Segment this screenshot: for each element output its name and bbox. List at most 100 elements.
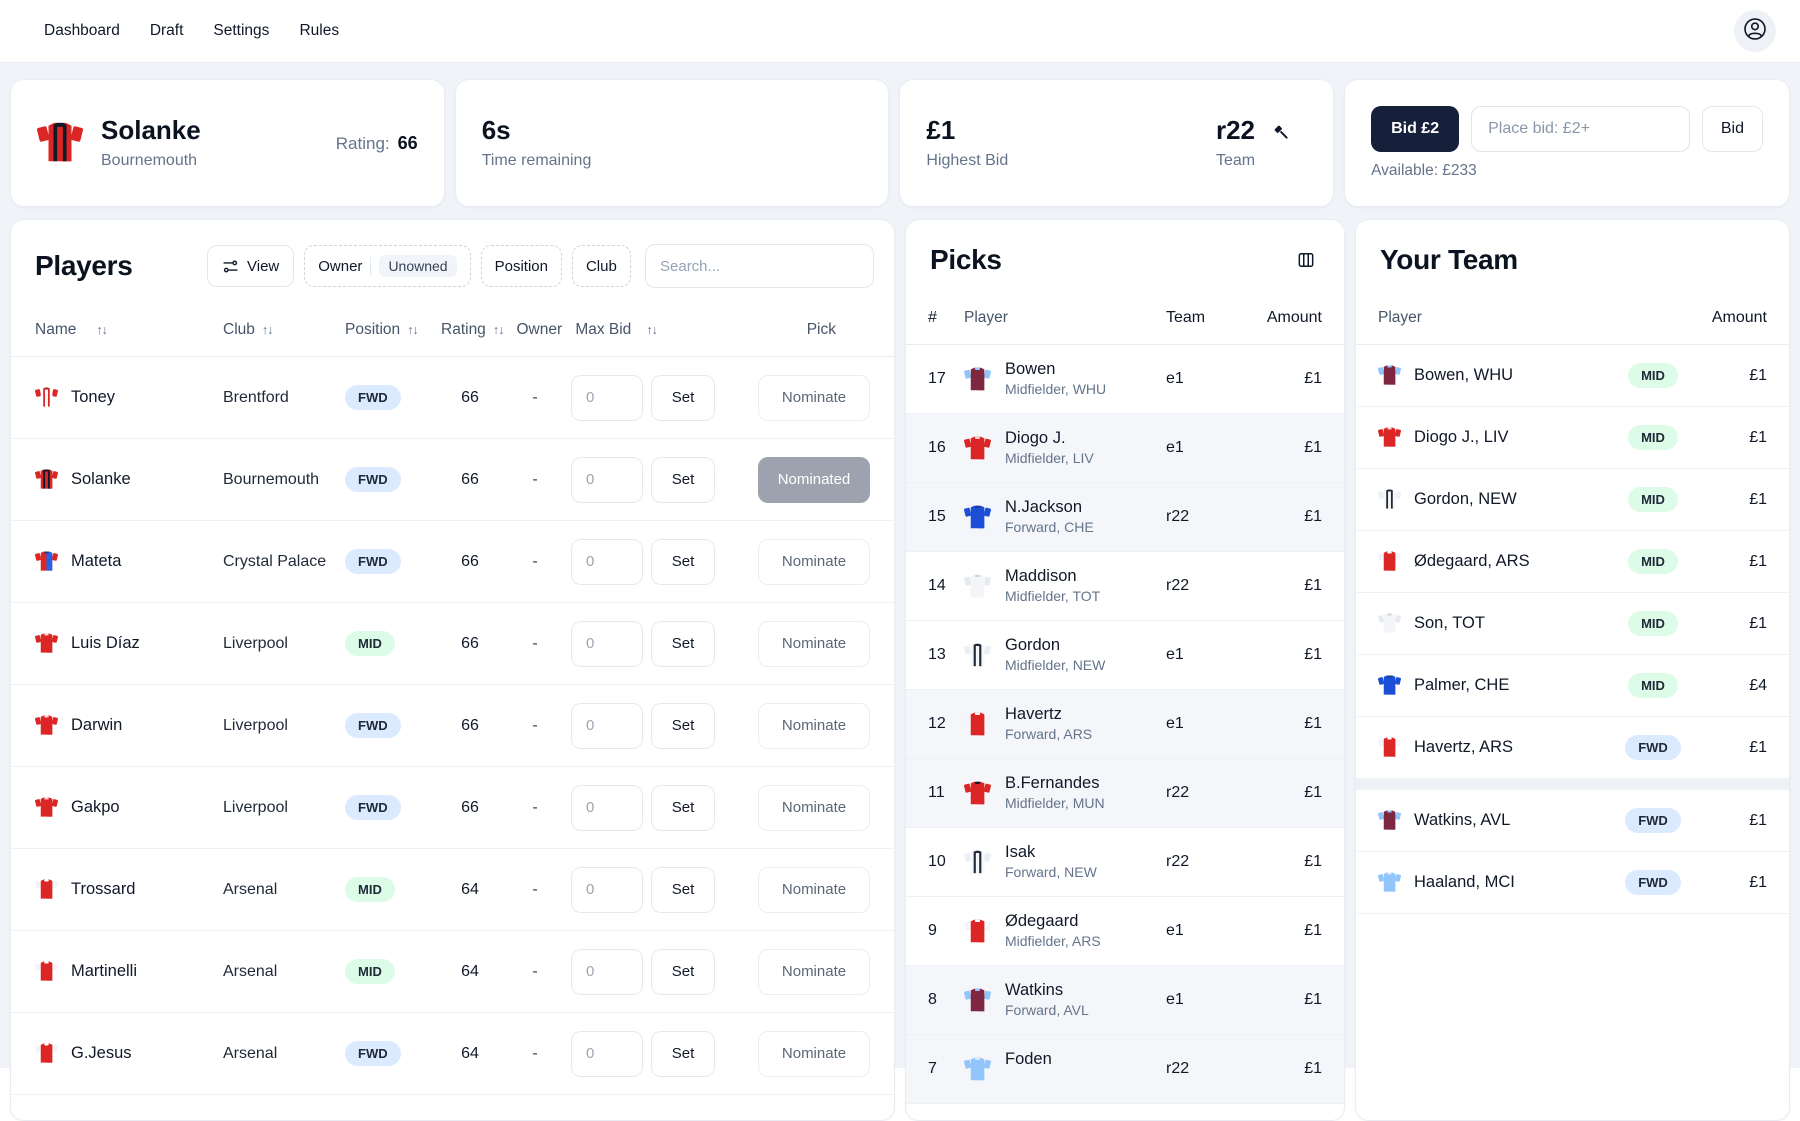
nav-item-rules[interactable]: Rules — [299, 22, 340, 39]
max-bid-input[interactable] — [571, 620, 643, 667]
club-filter-chip[interactable]: Club — [571, 245, 631, 287]
column-header-player: Player — [964, 309, 1008, 326]
pick-team: r22 — [1166, 853, 1190, 870]
column-header-name[interactable]: Name ↑↓ — [35, 321, 108, 338]
position-badge: FWD — [345, 549, 401, 574]
team-player-row: Diogo J., LIV MID £1 — [1356, 407, 1789, 469]
club-shirt-icon — [1378, 809, 1401, 832]
search-input[interactable] — [645, 244, 874, 288]
pick-row: 9 Ødegaard Midfielder, ARS e1 £1 — [906, 897, 1344, 966]
position-filter-chip[interactable]: Position — [480, 245, 562, 287]
nominate-button[interactable]: Nominate — [758, 374, 870, 421]
nav-item-draft[interactable]: Draft — [149, 22, 184, 39]
sliders-icon — [222, 258, 239, 275]
top-nav: Dashboard Draft Settings Rules — [0, 0, 1800, 63]
max-bid-input[interactable] — [571, 784, 643, 831]
nominate-button[interactable]: Nominate — [758, 866, 870, 913]
team-player-amount: £1 — [1749, 366, 1767, 384]
bid-submit-button[interactable]: Bid — [1701, 106, 1763, 152]
player-rating: 66 — [461, 716, 479, 734]
set-max-bid-button[interactable]: Set — [651, 784, 715, 831]
column-header-max-bid[interactable]: Max Bid ↑↓ — [575, 321, 657, 338]
position-badge: FWD — [1625, 735, 1681, 760]
column-header-player: Player — [1378, 309, 1422, 326]
set-max-bid-button[interactable]: Set — [651, 620, 715, 667]
set-max-bid-button[interactable]: Set — [651, 866, 715, 913]
player-owner: - — [532, 716, 538, 734]
position-badge: MID — [345, 959, 395, 984]
team-player-row: Havertz, ARS FWD £1 — [1356, 717, 1789, 790]
club-shirt-icon — [35, 960, 58, 983]
player-row: Trossard Arsenal MID 64 - Set Nominate — [11, 849, 894, 931]
player-name: Mateta — [71, 552, 122, 570]
set-max-bid-button[interactable]: Set — [651, 374, 715, 421]
nav-item-dashboard[interactable]: Dashboard — [44, 22, 120, 39]
set-max-bid-button[interactable]: Set — [651, 538, 715, 585]
pick-amount: £1 — [1304, 922, 1322, 939]
max-bid-input[interactable] — [571, 702, 643, 749]
pick-number: 16 — [928, 439, 946, 456]
position-badge: FWD — [1625, 870, 1681, 895]
position-badge: MID — [1628, 425, 1678, 450]
set-max-bid-button[interactable]: Set — [651, 702, 715, 749]
pick-row: 12 Havertz Forward, ARS e1 £1 — [906, 690, 1344, 759]
nav-item-settings[interactable]: Settings — [213, 22, 270, 39]
sort-icon: ↑↓ — [407, 323, 418, 337]
team-player-row: Palmer, CHE MID £4 — [1356, 655, 1789, 717]
club-shirt-icon — [964, 435, 991, 462]
pick-player-meta: Forward, CHE — [1005, 519, 1094, 535]
nominate-button[interactable]: Nominate — [758, 948, 870, 995]
column-header-pick: Pick — [806, 321, 836, 338]
sort-icon: ↑↓ — [96, 323, 107, 337]
player-owner: - — [532, 552, 538, 570]
pick-amount: £1 — [1304, 508, 1322, 525]
club-shirt-icon — [964, 780, 991, 807]
club-shirt-icon — [1378, 871, 1401, 894]
max-bid-input[interactable] — [571, 948, 643, 995]
nominate-button[interactable]: Nominate — [758, 620, 870, 667]
pick-row: 16 Diogo J. Midfielder, LIV e1 £1 — [906, 414, 1344, 483]
position-badge: FWD — [345, 1041, 401, 1066]
club-shirt-icon — [964, 1056, 991, 1083]
column-header-club[interactable]: Club ↑↓ — [223, 321, 273, 338]
nominate-button[interactable]: Nominate — [758, 538, 870, 585]
pick-player-name: Gordon — [1005, 636, 1061, 654]
owner-filter-chip[interactable]: Owner Unowned — [304, 245, 471, 287]
player-owner: - — [532, 962, 538, 980]
team-player-amount: £1 — [1749, 738, 1767, 756]
place-bid-input[interactable] — [1471, 106, 1690, 152]
set-max-bid-button[interactable]: Set — [651, 948, 715, 995]
pick-team: e1 — [1166, 991, 1184, 1008]
set-max-bid-button[interactable]: Set — [651, 456, 715, 503]
quick-bid-button[interactable]: Bid £2 — [1371, 106, 1460, 152]
max-bid-input[interactable] — [571, 866, 643, 913]
view-button[interactable]: View — [207, 245, 295, 287]
player-row: Solanke Bournemouth FWD 66 - Set Nominat… — [11, 439, 894, 521]
max-bid-input[interactable] — [571, 374, 643, 421]
column-header-position[interactable]: Position ↑↓ — [345, 321, 419, 338]
player-rating: 64 — [461, 880, 479, 898]
team-player-row: Son, TOT MID £1 — [1356, 593, 1789, 655]
club-shirt-icon — [1378, 426, 1401, 449]
team-player-name: Ødegaard, ARS — [1414, 552, 1530, 570]
pick-player-meta: Forward, NEW — [1005, 864, 1097, 880]
player-rating: 66 — [461, 634, 479, 652]
set-max-bid-button[interactable]: Set — [651, 1030, 715, 1077]
team-player-amount: £1 — [1749, 811, 1767, 829]
sort-icon: ↑↓ — [261, 323, 273, 337]
max-bid-input[interactable] — [571, 456, 643, 503]
user-account-button[interactable] — [1734, 10, 1776, 52]
column-header-rating[interactable]: Rating ↑↓ — [441, 321, 504, 338]
columns-view-button[interactable] — [1292, 246, 1320, 274]
max-bid-input[interactable] — [571, 1030, 643, 1077]
max-bid-input[interactable] — [571, 538, 643, 585]
nominate-button[interactable]: Nominated — [758, 456, 870, 503]
position-badge: MID — [1628, 673, 1678, 698]
nominate-button[interactable]: Nominate — [758, 1030, 870, 1077]
nominate-button[interactable]: Nominate — [758, 702, 870, 749]
nominate-button[interactable]: Nominate — [758, 784, 870, 831]
club-shirt-icon — [964, 918, 991, 945]
pick-row: 11 B.Fernandes Midfielder, MUN r22 £1 — [906, 759, 1344, 828]
team-player-name: Havertz, ARS — [1414, 738, 1514, 756]
pick-number: 17 — [928, 370, 946, 387]
